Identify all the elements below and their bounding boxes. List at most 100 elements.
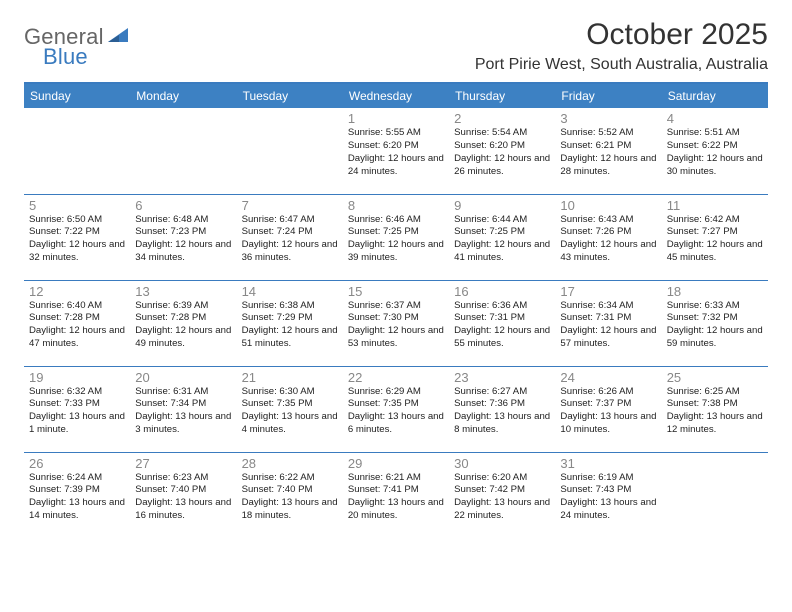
day-number: 7 (242, 198, 338, 213)
day-number: 8 (348, 198, 444, 213)
day-details: Sunrise: 6:30 AMSunset: 7:35 PMDaylight:… (242, 386, 338, 438)
day-number: 12 (29, 284, 125, 299)
day-number: 16 (454, 284, 550, 299)
calendar-cell: 23Sunrise: 6:27 AMSunset: 7:36 PMDayligh… (449, 366, 555, 452)
calendar-week-row: 1Sunrise: 5:55 AMSunset: 6:20 PMDaylight… (24, 108, 768, 194)
day-number: 31 (560, 456, 656, 471)
day-number: 14 (242, 284, 338, 299)
calendar-cell: 15Sunrise: 6:37 AMSunset: 7:30 PMDayligh… (343, 280, 449, 366)
calendar-cell: 25Sunrise: 6:25 AMSunset: 7:38 PMDayligh… (662, 366, 768, 452)
day-details: Sunrise: 6:31 AMSunset: 7:34 PMDaylight:… (135, 386, 231, 438)
day-details: Sunrise: 6:43 AMSunset: 7:26 PMDaylight:… (560, 214, 656, 266)
day-details: Sunrise: 6:42 AMSunset: 7:27 PMDaylight:… (667, 214, 763, 266)
day-number: 22 (348, 370, 444, 385)
calendar-cell: 1Sunrise: 5:55 AMSunset: 6:20 PMDaylight… (343, 108, 449, 194)
calendar-cell: 28Sunrise: 6:22 AMSunset: 7:40 PMDayligh… (237, 452, 343, 538)
calendar-body: 1Sunrise: 5:55 AMSunset: 6:20 PMDaylight… (24, 108, 768, 538)
day-number: 24 (560, 370, 656, 385)
calendar-cell: 16Sunrise: 6:36 AMSunset: 7:31 PMDayligh… (449, 280, 555, 366)
day-details: Sunrise: 6:33 AMSunset: 7:32 PMDaylight:… (667, 300, 763, 352)
calendar-cell: 5Sunrise: 6:50 AMSunset: 7:22 PMDaylight… (24, 194, 130, 280)
day-number: 15 (348, 284, 444, 299)
day-details: Sunrise: 6:25 AMSunset: 7:38 PMDaylight:… (667, 386, 763, 438)
day-details: Sunrise: 6:36 AMSunset: 7:31 PMDaylight:… (454, 300, 550, 352)
calendar-week-row: 19Sunrise: 6:32 AMSunset: 7:33 PMDayligh… (24, 366, 768, 452)
day-number: 29 (348, 456, 444, 471)
calendar-cell: 29Sunrise: 6:21 AMSunset: 7:41 PMDayligh… (343, 452, 449, 538)
day-header: Saturday (662, 84, 768, 108)
day-number: 2 (454, 111, 550, 126)
day-details: Sunrise: 6:24 AMSunset: 7:39 PMDaylight:… (29, 472, 125, 524)
day-header: Monday (130, 84, 236, 108)
day-number: 3 (560, 111, 656, 126)
day-details: Sunrise: 5:55 AMSunset: 6:20 PMDaylight:… (348, 127, 444, 179)
calendar-cell: 8Sunrise: 6:46 AMSunset: 7:25 PMDaylight… (343, 194, 449, 280)
day-number: 4 (667, 111, 763, 126)
day-details: Sunrise: 5:54 AMSunset: 6:20 PMDaylight:… (454, 127, 550, 179)
calendar-cell (130, 108, 236, 194)
day-number: 11 (667, 198, 763, 213)
day-details: Sunrise: 6:19 AMSunset: 7:43 PMDaylight:… (560, 472, 656, 524)
day-details: Sunrise: 6:22 AMSunset: 7:40 PMDaylight:… (242, 472, 338, 524)
day-details: Sunrise: 6:34 AMSunset: 7:31 PMDaylight:… (560, 300, 656, 352)
calendar-cell: 9Sunrise: 6:44 AMSunset: 7:25 PMDaylight… (449, 194, 555, 280)
calendar-cell: 22Sunrise: 6:29 AMSunset: 7:35 PMDayligh… (343, 366, 449, 452)
calendar-cell: 14Sunrise: 6:38 AMSunset: 7:29 PMDayligh… (237, 280, 343, 366)
calendar-cell: 21Sunrise: 6:30 AMSunset: 7:35 PMDayligh… (237, 366, 343, 452)
day-number: 1 (348, 111, 444, 126)
day-details: Sunrise: 6:39 AMSunset: 7:28 PMDaylight:… (135, 300, 231, 352)
day-number: 17 (560, 284, 656, 299)
day-details: Sunrise: 6:23 AMSunset: 7:40 PMDaylight:… (135, 472, 231, 524)
day-number: 27 (135, 456, 231, 471)
day-number: 30 (454, 456, 550, 471)
day-number: 13 (135, 284, 231, 299)
header: General Blue October 2025 Port Pirie Wes… (24, 18, 768, 76)
day-details: Sunrise: 6:32 AMSunset: 7:33 PMDaylight:… (29, 386, 125, 438)
day-details: Sunrise: 5:52 AMSunset: 6:21 PMDaylight:… (560, 127, 656, 179)
day-header: Wednesday (343, 84, 449, 108)
day-details: Sunrise: 6:21 AMSunset: 7:41 PMDaylight:… (348, 472, 444, 524)
day-details: Sunrise: 6:48 AMSunset: 7:23 PMDaylight:… (135, 214, 231, 266)
calendar-cell (662, 452, 768, 538)
calendar-cell: 30Sunrise: 6:20 AMSunset: 7:42 PMDayligh… (449, 452, 555, 538)
calendar-cell: 24Sunrise: 6:26 AMSunset: 7:37 PMDayligh… (555, 366, 661, 452)
day-number: 28 (242, 456, 338, 471)
calendar-cell: 10Sunrise: 6:43 AMSunset: 7:26 PMDayligh… (555, 194, 661, 280)
calendar-week-row: 26Sunrise: 6:24 AMSunset: 7:39 PMDayligh… (24, 452, 768, 538)
location: Port Pirie West, South Australia, Austra… (475, 56, 768, 74)
calendar-cell: 3Sunrise: 5:52 AMSunset: 6:21 PMDaylight… (555, 108, 661, 194)
calendar-cell (237, 108, 343, 194)
title-block: October 2025 Port Pirie West, South Aust… (475, 18, 768, 76)
day-details: Sunrise: 6:44 AMSunset: 7:25 PMDaylight:… (454, 214, 550, 266)
calendar-table: SundayMondayTuesdayWednesdayThursdayFrid… (24, 84, 768, 538)
page-title: October 2025 (475, 18, 768, 52)
calendar-cell: 17Sunrise: 6:34 AMSunset: 7:31 PMDayligh… (555, 280, 661, 366)
calendar-cell: 7Sunrise: 6:47 AMSunset: 7:24 PMDaylight… (237, 194, 343, 280)
calendar-cell: 20Sunrise: 6:31 AMSunset: 7:34 PMDayligh… (130, 366, 236, 452)
calendar-cell: 4Sunrise: 5:51 AMSunset: 6:22 PMDaylight… (662, 108, 768, 194)
day-details: Sunrise: 6:26 AMSunset: 7:37 PMDaylight:… (560, 386, 656, 438)
day-number: 21 (242, 370, 338, 385)
calendar-cell: 12Sunrise: 6:40 AMSunset: 7:28 PMDayligh… (24, 280, 130, 366)
logo-triangle-icon (108, 26, 130, 49)
calendar-cell (24, 108, 130, 194)
calendar-cell: 27Sunrise: 6:23 AMSunset: 7:40 PMDayligh… (130, 452, 236, 538)
day-details: Sunrise: 6:50 AMSunset: 7:22 PMDaylight:… (29, 214, 125, 266)
calendar-cell: 18Sunrise: 6:33 AMSunset: 7:32 PMDayligh… (662, 280, 768, 366)
day-details: Sunrise: 6:46 AMSunset: 7:25 PMDaylight:… (348, 214, 444, 266)
day-number: 10 (560, 198, 656, 213)
calendar-cell: 6Sunrise: 6:48 AMSunset: 7:23 PMDaylight… (130, 194, 236, 280)
calendar-cell: 31Sunrise: 6:19 AMSunset: 7:43 PMDayligh… (555, 452, 661, 538)
day-details: Sunrise: 5:51 AMSunset: 6:22 PMDaylight:… (667, 127, 763, 179)
calendar-cell: 19Sunrise: 6:32 AMSunset: 7:33 PMDayligh… (24, 366, 130, 452)
day-number: 25 (667, 370, 763, 385)
calendar-week-row: 12Sunrise: 6:40 AMSunset: 7:28 PMDayligh… (24, 280, 768, 366)
day-details: Sunrise: 6:47 AMSunset: 7:24 PMDaylight:… (242, 214, 338, 266)
day-header: Thursday (449, 84, 555, 108)
calendar-header-row: SundayMondayTuesdayWednesdayThursdayFrid… (24, 84, 768, 108)
day-number: 9 (454, 198, 550, 213)
day-details: Sunrise: 6:38 AMSunset: 7:29 PMDaylight:… (242, 300, 338, 352)
calendar-week-row: 5Sunrise: 6:50 AMSunset: 7:22 PMDaylight… (24, 194, 768, 280)
day-number: 6 (135, 198, 231, 213)
day-header: Sunday (24, 84, 130, 108)
